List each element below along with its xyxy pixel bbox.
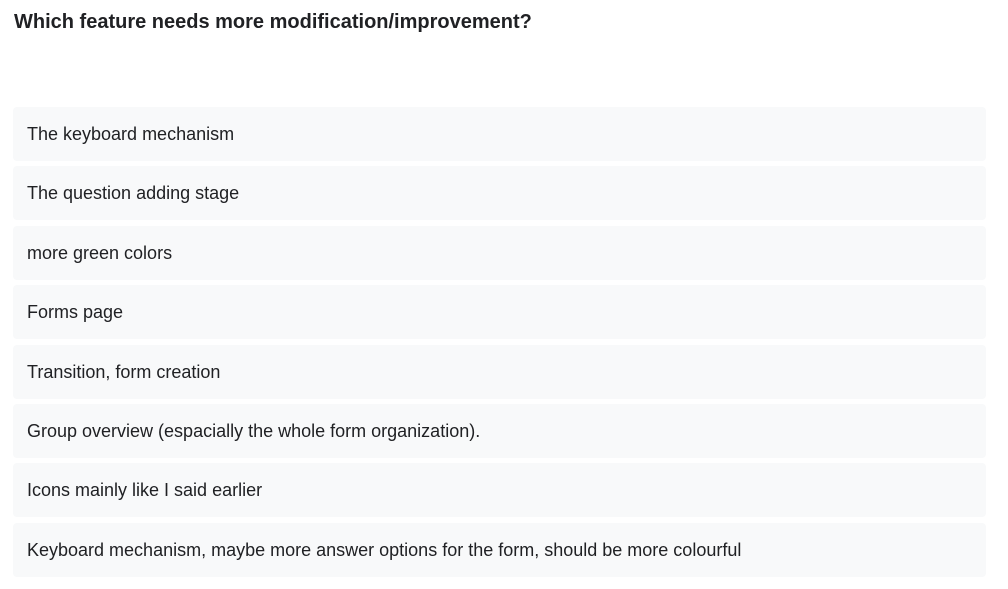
- responses-list: The keyboard mechanism The question addi…: [13, 107, 986, 582]
- response-text: The question adding stage: [27, 183, 240, 204]
- response-item: The keyboard mechanism: [13, 107, 986, 161]
- response-item: Keyboard mechanism, maybe more answer op…: [13, 522, 986, 577]
- response-item: The question adding stage: [13, 166, 986, 221]
- response-text: Icons mainly like I said earlier: [27, 480, 263, 501]
- response-item: more green colors: [13, 225, 986, 280]
- response-text: more green colors: [27, 242, 173, 263]
- response-item: Icons mainly like I said earlier: [13, 463, 986, 518]
- response-item: Forms page: [13, 285, 986, 340]
- response-text: Forms page: [27, 302, 124, 323]
- question-title: Which feature needs more modification/im…: [14, 11, 532, 33]
- response-text: The keyboard mechanism: [27, 124, 235, 144]
- response-text: Keyboard mechanism, maybe more answer op…: [27, 539, 742, 560]
- response-text: Transition, form creation: [27, 361, 221, 382]
- response-item: Transition, form creation: [13, 344, 986, 399]
- response-text: Group overview (espacially the whole for…: [27, 420, 481, 441]
- response-item: Group overview (espacially the whole for…: [13, 403, 986, 458]
